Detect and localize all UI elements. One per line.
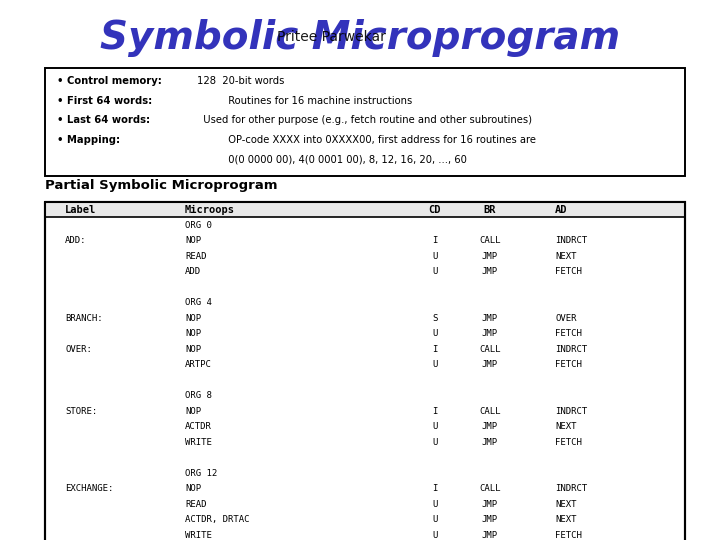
Text: JMP: JMP <box>482 531 498 540</box>
Text: JMP: JMP <box>482 314 498 323</box>
Text: U: U <box>432 438 438 447</box>
Text: ARTPC: ARTPC <box>185 360 212 369</box>
Text: I: I <box>432 407 438 416</box>
Text: BRANCH:: BRANCH: <box>65 314 103 323</box>
Text: CALL: CALL <box>480 484 500 493</box>
Text: FETCH: FETCH <box>555 360 582 369</box>
Text: STORE:: STORE: <box>65 407 97 416</box>
Text: WRITE: WRITE <box>185 438 212 447</box>
Text: JMP: JMP <box>482 360 498 369</box>
Text: NOP: NOP <box>185 314 201 323</box>
Text: JMP: JMP <box>482 329 498 338</box>
Text: 0(0 0000 00), 4(0 0001 00), 8, 12, 16, 20, ..., 60: 0(0 0000 00), 4(0 0001 00), 8, 12, 16, 2… <box>197 154 467 164</box>
Text: ORG 0: ORG 0 <box>185 221 212 230</box>
Text: I: I <box>432 237 438 245</box>
Text: Used for other purpose (e.g., fetch routine and other subroutines): Used for other purpose (e.g., fetch rout… <box>197 115 532 125</box>
Text: NOP: NOP <box>185 237 201 245</box>
Text: FETCH: FETCH <box>555 329 582 338</box>
Bar <box>45 202 685 540</box>
Text: JMP: JMP <box>482 267 498 276</box>
Text: OVER:: OVER: <box>65 345 92 354</box>
Text: EXCHANGE:: EXCHANGE: <box>65 484 113 493</box>
Text: NOP: NOP <box>185 484 201 493</box>
Text: ADD: ADD <box>185 267 201 276</box>
Text: CD: CD <box>428 205 441 215</box>
Text: • Last 64 words:: • Last 64 words: <box>57 115 150 125</box>
Text: U: U <box>432 500 438 509</box>
Text: U: U <box>432 267 438 276</box>
Text: ADD:: ADD: <box>65 237 86 245</box>
Bar <box>45 202 685 540</box>
Text: ACTDR: ACTDR <box>185 422 212 431</box>
Text: Microops: Microops <box>185 205 235 215</box>
Text: FETCH: FETCH <box>555 267 582 276</box>
Text: ACTDR, DRTAC: ACTDR, DRTAC <box>185 515 250 524</box>
Text: NOP: NOP <box>185 345 201 354</box>
Text: U: U <box>432 360 438 369</box>
Text: • Mapping:: • Mapping: <box>57 135 120 145</box>
Bar <box>45 68 685 176</box>
Text: NOP: NOP <box>185 329 201 338</box>
Text: S: S <box>432 314 438 323</box>
Text: CALL: CALL <box>480 237 500 245</box>
Text: U: U <box>432 422 438 431</box>
Text: NEXT: NEXT <box>555 515 577 524</box>
Text: ORG 12: ORG 12 <box>185 469 217 478</box>
Text: JMP: JMP <box>482 422 498 431</box>
Text: ORG 4: ORG 4 <box>185 298 212 307</box>
Text: 128  20-bit words: 128 20-bit words <box>197 76 284 86</box>
Text: WRITE: WRITE <box>185 531 212 540</box>
Text: BR: BR <box>484 205 496 215</box>
Text: INDRCT: INDRCT <box>555 484 588 493</box>
Text: AD: AD <box>555 205 567 215</box>
Text: INDRCT: INDRCT <box>555 345 588 354</box>
Text: U: U <box>432 329 438 338</box>
Text: Label: Label <box>65 205 96 215</box>
Text: NEXT: NEXT <box>555 252 577 261</box>
Text: U: U <box>432 252 438 261</box>
Text: NOP: NOP <box>185 407 201 416</box>
Text: INDRCT: INDRCT <box>555 237 588 245</box>
Text: JMP: JMP <box>482 515 498 524</box>
Text: • Control memory:: • Control memory: <box>57 76 162 86</box>
Text: • First 64 words:: • First 64 words: <box>57 96 152 106</box>
Text: I: I <box>432 345 438 354</box>
Text: OVER: OVER <box>555 314 577 323</box>
Text: JMP: JMP <box>482 252 498 261</box>
Text: INDRCT: INDRCT <box>555 407 588 416</box>
Bar <box>45 202 685 218</box>
Text: CALL: CALL <box>480 345 500 354</box>
Text: JMP: JMP <box>482 438 498 447</box>
Text: Partial Symbolic Microprogram: Partial Symbolic Microprogram <box>45 179 277 192</box>
Text: U: U <box>432 515 438 524</box>
Text: U: U <box>432 531 438 540</box>
Text: FETCH: FETCH <box>555 531 582 540</box>
Text: Pritee Parwekar: Pritee Parwekar <box>276 30 386 44</box>
Text: I: I <box>432 484 438 493</box>
Text: FETCH: FETCH <box>555 438 582 447</box>
Text: NEXT: NEXT <box>555 500 577 509</box>
Text: Symbolic Microprogram: Symbolic Microprogram <box>100 19 620 57</box>
Text: READ: READ <box>185 252 207 261</box>
Text: JMP: JMP <box>482 500 498 509</box>
Text: ORG 8: ORG 8 <box>185 392 212 400</box>
Text: CALL: CALL <box>480 407 500 416</box>
Text: OP-code XXXX into 0XXXX00, first address for 16 routines are: OP-code XXXX into 0XXXX00, first address… <box>197 135 536 145</box>
Text: Routines for 16 machine instructions: Routines for 16 machine instructions <box>197 96 413 106</box>
Text: NEXT: NEXT <box>555 422 577 431</box>
Text: READ: READ <box>185 500 207 509</box>
